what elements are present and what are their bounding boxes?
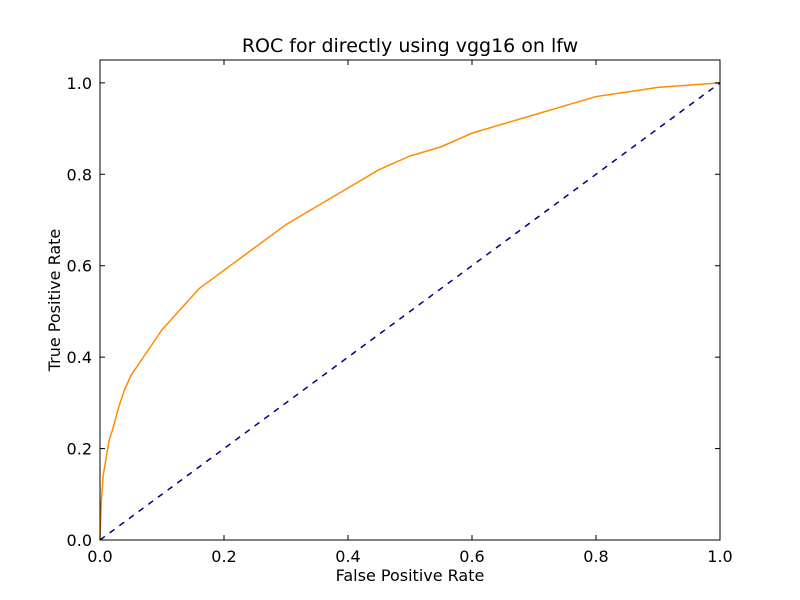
axes-frame (99, 59, 721, 541)
roc-curve-line (99, 82, 721, 541)
x-tick-label: 0.0 (87, 547, 112, 566)
y-axis-label: True Positive Rate (45, 229, 64, 373)
y-tick-label: 0.8 (67, 165, 92, 184)
y-tick-label: 0.6 (67, 257, 92, 276)
x-tick-label: 0.6 (459, 547, 484, 566)
x-tick-label: 0.4 (335, 547, 360, 566)
y-tick-label: 0.0 (67, 531, 92, 550)
y-tick-label: 0.2 (67, 440, 92, 459)
chance-diagonal-line (99, 82, 721, 541)
y-tick-label: 1.0 (67, 74, 92, 93)
y-tick-label: 0.4 (67, 348, 92, 367)
x-tick-label: 0.8 (583, 547, 608, 566)
x-tick-label: 0.2 (211, 547, 236, 566)
x-axis-label: False Positive Rate (336, 566, 485, 585)
plot-content (99, 82, 721, 541)
chart-title: ROC for directly using vgg16 on lfw (242, 35, 578, 57)
x-tick-label: 1.0 (707, 547, 732, 566)
ticks-layer: 0.0 0.2 0.4 0.6 0.8 1.0 0.0 0.2 0.4 0.6 0.8 1.0 (67, 60, 733, 566)
